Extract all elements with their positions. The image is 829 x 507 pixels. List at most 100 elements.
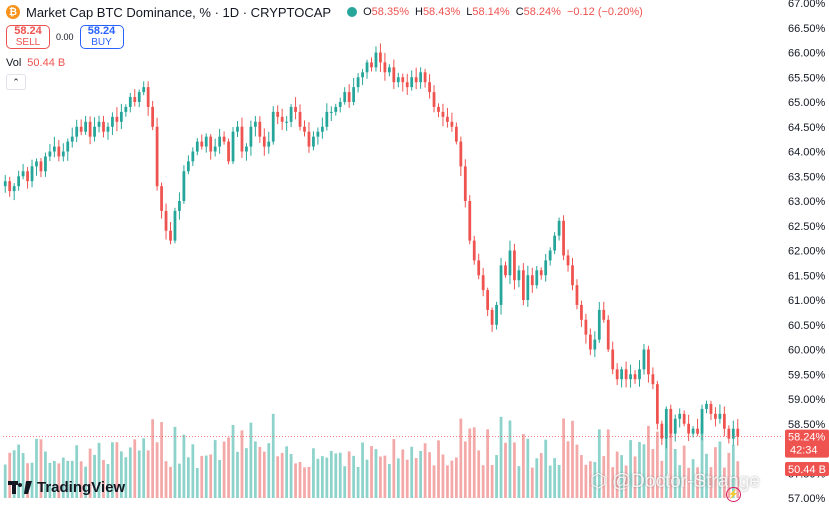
volume-bar <box>186 457 190 498</box>
volume-bar <box>539 453 543 498</box>
candle-body <box>423 72 427 83</box>
candlesticks <box>3 43 740 449</box>
volume-bar <box>334 453 338 498</box>
candle-body <box>441 111 445 117</box>
volume-badge-label: 50.44 B <box>788 464 826 476</box>
candle-body <box>463 166 467 201</box>
volume-bar <box>508 420 512 498</box>
sell-button[interactable]: 58.24 SELL <box>6 25 50 49</box>
candle-body <box>249 126 253 147</box>
volume-bar <box>571 420 574 498</box>
volume-bar <box>70 460 74 498</box>
volume-bar <box>611 467 615 498</box>
buy-button[interactable]: 58.24 BUY <box>79 25 124 49</box>
candle-body <box>638 369 641 380</box>
volume-bar <box>647 425 650 498</box>
candle-body <box>575 285 579 305</box>
candle-body <box>169 230 172 241</box>
candle-body <box>115 116 119 122</box>
volume-bar <box>521 434 525 498</box>
volume-bar <box>52 461 56 498</box>
volume-bar <box>119 451 123 498</box>
candle-body <box>588 334 592 350</box>
volume-bar <box>218 459 222 498</box>
volume-bar <box>544 439 548 498</box>
volume-bar <box>245 448 248 498</box>
candle-body <box>392 67 396 83</box>
volume-bar <box>584 464 588 498</box>
candle-body <box>338 102 342 107</box>
volume-bar <box>486 429 490 498</box>
price-tick-label: 64.00% <box>788 147 826 159</box>
volume-bar <box>548 465 552 498</box>
price-tick-label: 59.50% <box>788 369 826 381</box>
candle-body <box>137 92 141 102</box>
volume-bar <box>477 450 481 498</box>
candle-body <box>401 77 405 83</box>
volume-bar <box>562 418 565 498</box>
candle-body <box>343 92 347 102</box>
volume-bar <box>526 438 530 498</box>
candle-body <box>584 319 588 335</box>
lightning-icon[interactable]: ⚡ <box>726 487 741 502</box>
volume-bar <box>44 451 47 498</box>
volume-bar <box>387 463 391 498</box>
candle-body <box>678 413 682 419</box>
candle-body <box>571 265 574 286</box>
volume-bar <box>602 456 606 498</box>
volume-bar <box>705 453 708 498</box>
candle-body <box>387 67 391 73</box>
volume-bar <box>513 442 516 498</box>
volume-bar <box>566 441 570 498</box>
candle-body <box>521 270 525 300</box>
candle-body <box>66 141 70 152</box>
candle-body <box>718 413 722 419</box>
candle-body <box>499 265 503 305</box>
candle-body <box>97 121 101 127</box>
volume-bar <box>490 465 494 498</box>
volume-bar <box>664 424 668 498</box>
candle-body <box>361 72 364 78</box>
volume-bar <box>606 429 610 498</box>
price-axis: 67.00% 66.50% 66.00% 65.50% 65.00% 64.50% 64.0… <box>3 0 829 505</box>
tradingview-logo[interactable]: TradingView <box>8 479 125 496</box>
candle-body <box>178 201 181 211</box>
candle-body <box>329 111 333 113</box>
candle-body <box>709 403 713 414</box>
candle-body <box>682 413 686 424</box>
candle-body <box>544 260 548 276</box>
candle-body <box>240 126 244 152</box>
volume-bar <box>370 446 373 498</box>
candle-body <box>334 106 338 112</box>
collapse-legend-button[interactable]: ⌃ <box>6 74 26 90</box>
candle-body <box>356 77 360 88</box>
volume-bar <box>48 462 52 498</box>
candle-body <box>57 146 61 157</box>
price-tick-label: 62.50% <box>788 221 826 233</box>
volume-bar <box>405 459 409 498</box>
volume-bar <box>75 445 79 498</box>
volume-bar <box>392 439 396 498</box>
volume-bar <box>401 449 405 498</box>
candle-body <box>271 111 275 142</box>
symbol-title[interactable]: Market Cap BTC Dominance, % · 1D · CRYPT… <box>26 4 332 20</box>
candle-body <box>450 121 454 127</box>
candle-body <box>195 141 199 152</box>
candle-body <box>548 250 552 261</box>
volume-bar <box>137 450 141 498</box>
candle-body <box>396 77 400 83</box>
volume-bar <box>682 445 686 498</box>
volume-bar <box>106 464 110 498</box>
candle-body <box>236 126 239 132</box>
market-status-icon[interactable] <box>347 7 358 17</box>
volume-bar <box>495 455 498 498</box>
volume-bar <box>303 467 306 498</box>
bitcoin-icon: ₿ <box>6 5 20 19</box>
volume-bar <box>454 457 458 498</box>
volume-bar <box>459 418 463 498</box>
volume-bar <box>191 444 195 498</box>
volume-bar <box>271 413 275 498</box>
candle-body <box>3 181 7 187</box>
volume-bar <box>30 462 34 498</box>
